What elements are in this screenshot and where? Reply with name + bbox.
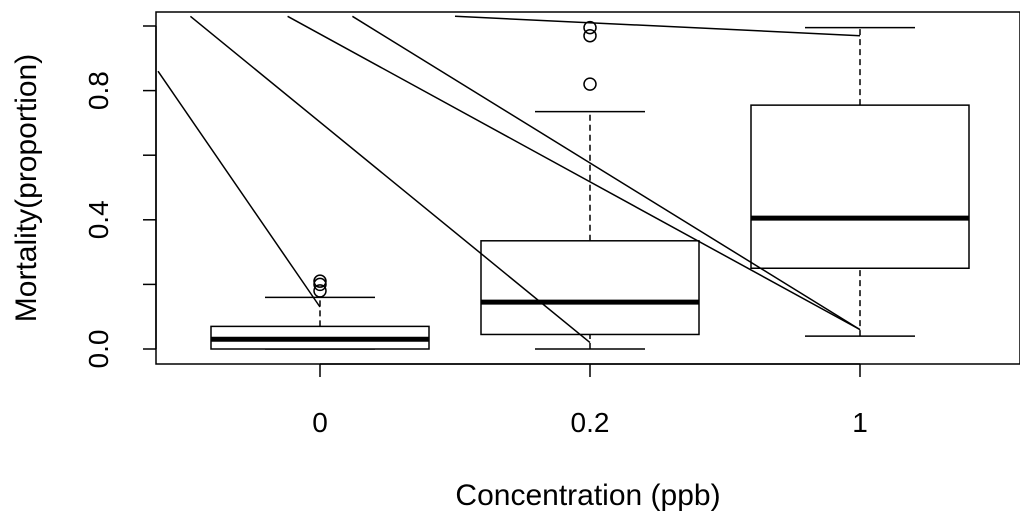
outlier-point — [583, 77, 597, 91]
x-axis-label: Concentration (ppb) — [455, 479, 720, 512]
outlier-point — [313, 274, 327, 288]
overlay-line-5 — [454, 15, 861, 37]
iqr-box — [750, 104, 970, 270]
box-2 — [480, 20, 700, 350]
y-axis-label: Mortality(proportion) — [10, 54, 43, 322]
overlay-line-2 — [189, 15, 591, 344]
x-tick-label: 0 — [312, 407, 328, 438]
box-1 — [210, 274, 430, 350]
x-axis: 0 0.2 1 — [312, 363, 868, 438]
outlier-point — [313, 284, 327, 298]
y-tick-label: 0.0 — [83, 330, 114, 369]
x-tick-label: 0.2 — [571, 407, 610, 438]
overlay-line-3 — [287, 15, 861, 331]
overlay-lines — [157, 15, 861, 344]
outlier-point — [583, 28, 597, 43]
iqr-box — [480, 240, 700, 336]
y-tick-label: 0.8 — [83, 71, 114, 110]
y-tick-label: 0.4 — [83, 200, 114, 239]
outlier-point — [583, 20, 597, 35]
y-axis: 0.0 0.4 0.8 — [83, 25, 157, 369]
outlier-point — [313, 277, 327, 292]
overlay-line-1 — [157, 70, 321, 308]
boxes — [210, 20, 970, 350]
box-3 — [750, 26, 970, 337]
x-tick-label: 1 — [852, 407, 868, 438]
overlay-line-4 — [352, 15, 861, 331]
